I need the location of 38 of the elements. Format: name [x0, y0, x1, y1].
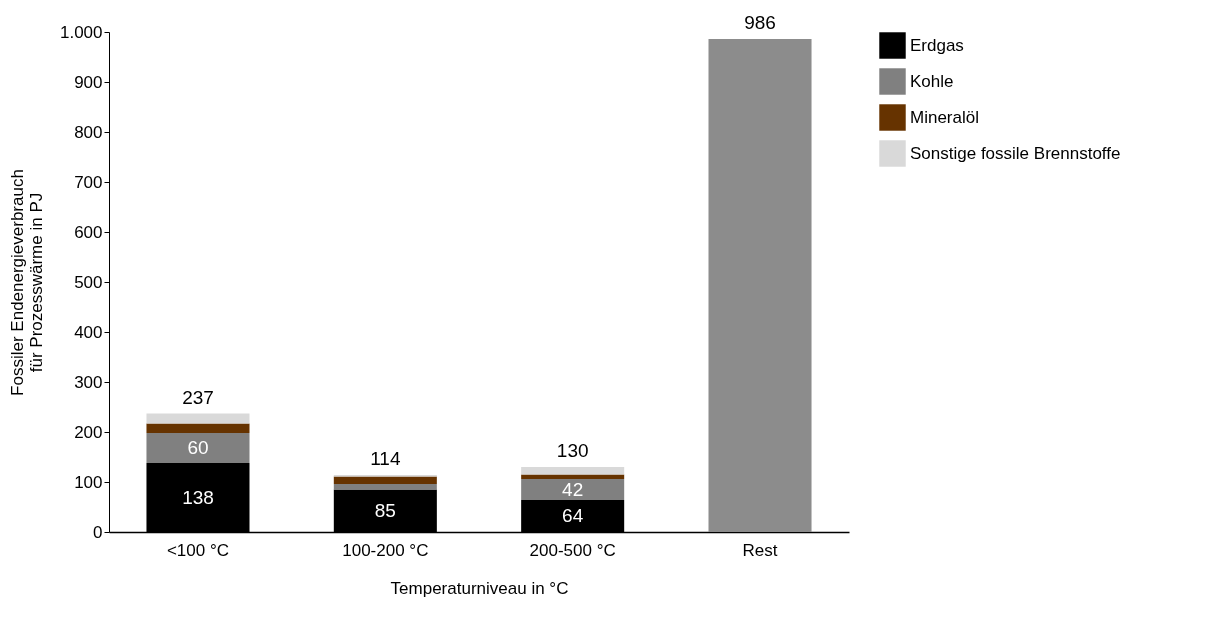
- bar: [521, 467, 625, 475]
- y-tick-label: 600: [74, 222, 103, 242]
- y-axis-title: Fossiler Endenergieverbrauch für Prozesswärme in PJ: [7, 169, 46, 396]
- y-tick-label: 1.000: [59, 22, 103, 42]
- y-tick-label: 100: [74, 472, 103, 492]
- data-label: 85: [374, 499, 396, 521]
- x-tick-label: 200-500 °C: [529, 540, 616, 560]
- bar: [146, 423, 250, 433]
- y-tick-label: 700: [74, 172, 103, 192]
- total-label: 130: [556, 440, 589, 461]
- x-tick-label: 100-200 °C: [342, 540, 429, 560]
- bar: [708, 39, 812, 532]
- bar: [333, 484, 437, 490]
- legend-label: Mineralöl: [910, 107, 979, 127]
- total-label: 237: [182, 386, 214, 408]
- data-label: 60: [187, 437, 209, 458]
- total-label: 986: [744, 12, 776, 33]
- legend-label: Erdgas: [910, 35, 964, 55]
- bar: [146, 413, 250, 424]
- bar: [146, 433, 250, 463]
- y-tick-label: 300: [74, 372, 103, 392]
- y-tick-label: 500: [74, 272, 103, 292]
- total-label: 114: [370, 448, 401, 469]
- y-tick-label: 400: [74, 322, 103, 342]
- data-label: 42: [562, 478, 584, 500]
- y-tick-label: 800: [74, 122, 103, 142]
- x-tick-label: <100 °C: [166, 540, 230, 560]
- y-tick-label: 900: [74, 72, 103, 92]
- data-label: 64: [562, 505, 584, 526]
- legend-label: Sonstige fossile Brennstoffe: [910, 143, 1121, 163]
- data-label: 138: [182, 486, 214, 508]
- bar: [333, 476, 437, 484]
- x-tick-label: Rest: [742, 540, 778, 560]
- bar: [521, 479, 625, 500]
- x-axis-title: Temperaturniveau in °C: [390, 578, 569, 598]
- y-tick-label: 0: [93, 522, 103, 542]
- y-tick-label: 200: [74, 422, 103, 442]
- legend-label: Kohle: [910, 71, 954, 91]
